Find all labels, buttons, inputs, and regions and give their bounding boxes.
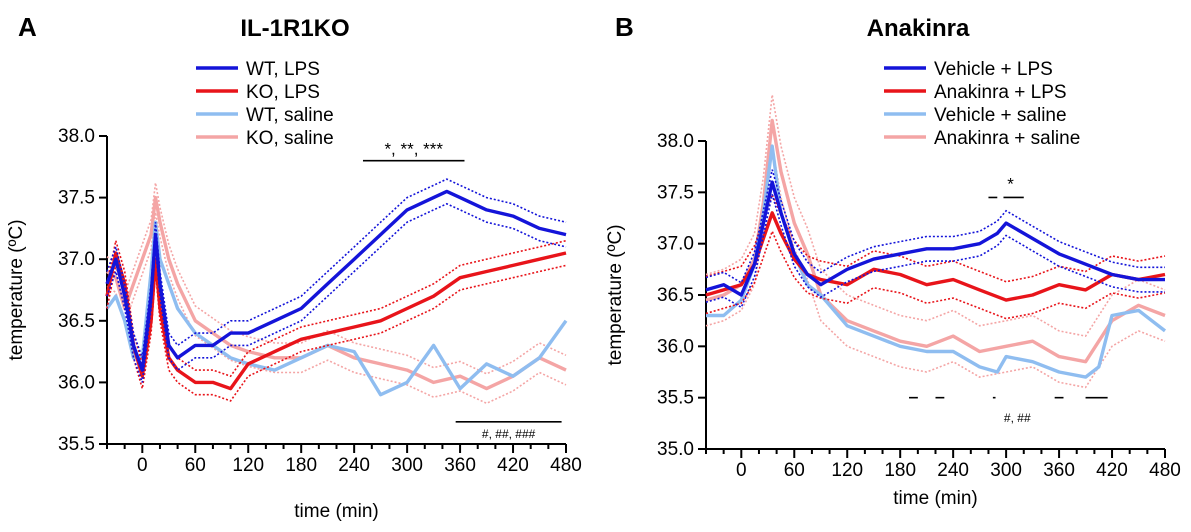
y-axis-label: temperature (ºC) — [6, 219, 27, 360]
legend-label: KO, LPS — [246, 82, 320, 103]
legend-label: WT, saline — [246, 105, 334, 126]
panel-b: B Anakinra 35.0 35.5 36.0 36.5 37.0 37.5 38.0 0 60… — [605, 12, 1181, 509]
y-tick-label: 37.5 — [657, 182, 694, 203]
series-error-lower — [106, 264, 567, 402]
significance-label: * — [1007, 174, 1014, 193]
x-tick-label: 300 — [990, 460, 1022, 481]
series-line — [105, 189, 567, 372]
y-tick-label: 35.5 — [657, 388, 694, 409]
x-tick-label: 240 — [937, 460, 969, 481]
x-tick-label: 0 — [137, 455, 148, 476]
x-tick-label: 60 — [784, 460, 805, 481]
legend-label: Vehicle + LPS — [934, 59, 1053, 80]
y-tick-label: 36.0 — [657, 336, 694, 357]
panel-title: Anakinra — [867, 15, 970, 42]
panel-a: A IL-1R1KO 35.5 36.0 36.5 37.0 37.5 38.0 0 60 120 1… — [6, 12, 582, 522]
y-tick-label: 36.5 — [58, 311, 95, 332]
legend-label: Anakinra + saline — [934, 128, 1080, 149]
x-tick-label: 60 — [185, 455, 206, 476]
panel-letter: A — [18, 12, 37, 42]
y-tick-label: 36.5 — [657, 285, 694, 306]
y-tick-label: 38.0 — [58, 126, 95, 147]
y-axis-label: temperature (ºC) — [605, 224, 626, 365]
x-tick-label: 180 — [285, 455, 317, 476]
legend-label: WT, LPS — [246, 59, 320, 80]
x-tick-label: 120 — [831, 460, 863, 481]
significance-label: #, ##, ### — [482, 427, 536, 441]
y-tick-label: 35.5 — [58, 434, 95, 455]
y-tick-label: 36.0 — [58, 372, 95, 393]
y-tick-label: 37.0 — [657, 234, 694, 255]
x-tick-label: 420 — [497, 455, 529, 476]
x-tick-label: 420 — [1096, 460, 1128, 481]
legend-label: Anakinra + LPS — [934, 82, 1067, 103]
legend-label: Vehicle + saline — [934, 105, 1067, 126]
y-tick-label: 38.0 — [657, 131, 694, 152]
y-tick-label: 35.0 — [657, 439, 694, 460]
x-axis-label: time (min) — [294, 501, 378, 522]
legend-label: KO, saline — [246, 128, 334, 149]
series-error-lower — [705, 194, 1165, 309]
x-tick-label: 180 — [884, 460, 916, 481]
x-tick-label: 300 — [391, 455, 423, 476]
x-tick-label: 360 — [444, 455, 476, 476]
x-axis-label: time (min) — [893, 488, 977, 509]
series-line — [705, 211, 1166, 302]
x-tick-label: 480 — [550, 455, 582, 476]
x-tick-label: 240 — [338, 455, 370, 476]
y-tick-label: 37.5 — [58, 188, 95, 209]
x-tick-label: 480 — [1149, 460, 1181, 481]
significance-label: *, **, *** — [384, 140, 443, 159]
y-tick-label: 37.0 — [58, 249, 95, 270]
x-tick-label: 360 — [1043, 460, 1075, 481]
panel-letter: B — [615, 12, 634, 42]
panel-title: IL-1R1KO — [240, 15, 349, 42]
series-error-lower — [705, 229, 1166, 320]
series-line — [705, 180, 1165, 297]
series-error-upper — [106, 239, 567, 378]
series-line — [106, 195, 567, 391]
significance-label: #, ## — [1004, 411, 1031, 425]
x-tick-label: 0 — [736, 460, 747, 481]
x-tick-label: 120 — [232, 455, 264, 476]
series-error-upper — [705, 94, 1166, 337]
